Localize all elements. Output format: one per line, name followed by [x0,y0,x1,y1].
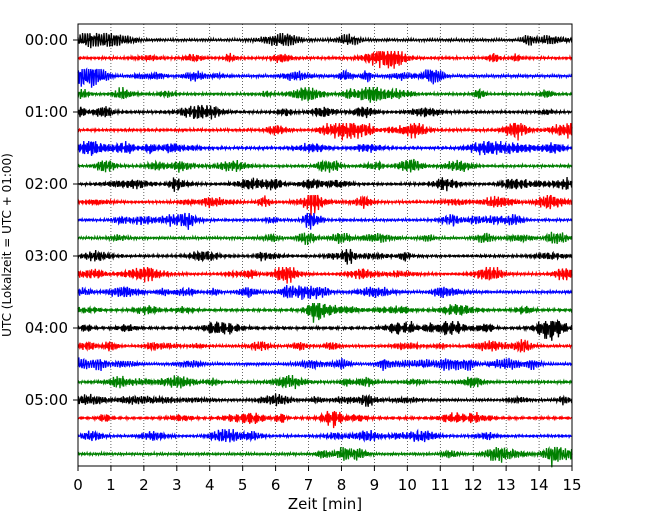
x-tick-label: 0 [73,476,83,494]
trace-0445 [77,374,573,390]
x-tick-label: 3 [172,476,182,494]
trace-0015 [77,50,573,69]
y-axis-label: UTC (Lokalzeit = UTC + 01:00) [0,153,14,337]
x-axis-label: Zeit [min] [288,495,362,513]
y-tick-label: 01:00 [25,103,68,121]
trace-0000 [77,32,573,49]
x-tick-label: 12 [464,476,483,494]
x-axis-ticks: 0 1 2 3 4 5 6 7 8 9 10 11 12 13 14 15 [73,466,582,494]
trace-0330 [77,284,573,300]
trace-0200 [77,177,573,192]
trace-0530 [77,428,573,443]
trace-0545 [77,445,573,468]
x-tick-label: 6 [271,476,281,494]
x-tick-label: 14 [530,476,549,494]
trace-0115 [77,122,573,141]
x-tick-label: 5 [238,476,248,494]
seismic-traces [77,32,573,468]
y-tick-label: 03:00 [25,247,68,265]
x-tick-label: 9 [370,476,380,494]
y-tick-label: 00:00 [25,31,68,49]
y-axis-ticks: 00:00 01:00 02:00 03:00 04:00 05:00 [25,31,78,409]
trace-0430 [77,357,573,372]
trace-0245 [77,231,573,246]
trace-0045 [77,86,573,103]
x-tick-label: 7 [304,476,314,494]
trace-0400 [77,318,573,341]
x-tick-label: 11 [431,476,450,494]
trace-0415 [77,339,573,353]
x-tick-label: 4 [205,476,215,494]
trace-0315 [77,266,573,284]
trace-0500 [77,393,573,407]
trace-0130 [77,140,573,156]
x-tick-label: 8 [337,476,347,494]
plot-frame [77,23,573,467]
trace-0300 [77,248,573,265]
trace-0145 [77,158,573,173]
x-tick-label: 13 [497,476,516,494]
trace-0100 [77,104,573,120]
trace-0345 [77,302,573,323]
trace-0230 [77,212,573,230]
y-tick-label: 02:00 [25,175,68,193]
trace-0515 [77,410,573,429]
x-tick-label: 2 [139,476,149,494]
y-tick-label: 04:00 [25,319,68,337]
trace-0030 [77,67,573,88]
trace-0215 [77,194,573,217]
x-tick-label: 1 [106,476,116,494]
x-tick-label: 10 [398,476,417,494]
y-tick-label: 05:00 [25,391,68,409]
x-tick-label: 15 [562,476,581,494]
